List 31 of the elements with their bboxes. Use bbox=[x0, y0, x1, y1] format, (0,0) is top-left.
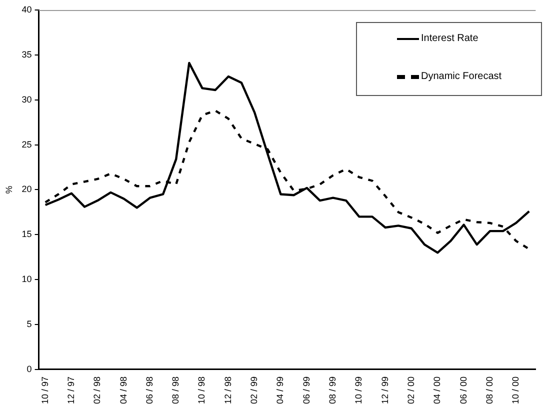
y-tick-label: 25 bbox=[22, 139, 32, 150]
y-axis-title: % bbox=[4, 186, 14, 194]
x-tick-label: 04 / 98 bbox=[118, 376, 128, 404]
x-tick-label: 12 / 98 bbox=[222, 376, 233, 404]
x-tick-label: 12 / 97 bbox=[66, 376, 76, 404]
x-tick-label: 02 / 98 bbox=[92, 376, 102, 404]
y-tick-label: 35 bbox=[22, 49, 32, 60]
x-tick-label: 04 / 99 bbox=[275, 376, 286, 404]
x-tick-label: 06 / 98 bbox=[144, 376, 154, 404]
x-tick-label: 06 / 00 bbox=[458, 376, 468, 404]
y-tick-label: 15 bbox=[22, 229, 32, 240]
y-tick-label: 30 bbox=[22, 94, 32, 104]
x-tick-label: 08 / 99 bbox=[327, 376, 338, 404]
x-tick-label: 10 / 97 bbox=[40, 376, 50, 404]
y-tick-label: 40 bbox=[22, 4, 32, 14]
x-tick-label: 08 / 98 bbox=[170, 376, 181, 404]
x-tick-label: 10 / 98 bbox=[196, 376, 207, 404]
legend-label: Interest Rate bbox=[421, 33, 478, 44]
x-tick-label: 10 / 99 bbox=[354, 376, 364, 404]
y-tick-label: 20 bbox=[22, 184, 32, 194]
legend-label: Dynamic Forecast bbox=[421, 71, 502, 82]
x-tick-label: 02 / 99 bbox=[249, 376, 260, 404]
y-tick-label: 5 bbox=[26, 319, 32, 330]
x-tick-label: 08 / 00 bbox=[484, 376, 494, 404]
x-tick-label: 04 / 00 bbox=[432, 376, 442, 404]
x-tick-label: 02 / 00 bbox=[406, 376, 416, 404]
y-tick-label: 10 bbox=[22, 274, 32, 284]
x-tick-label: 10 / 00 bbox=[510, 376, 521, 404]
y-tick-label: 0 bbox=[26, 364, 32, 374]
x-tick-label: 06 / 99 bbox=[301, 376, 312, 404]
x-tick-label: 12 / 99 bbox=[380, 376, 390, 404]
